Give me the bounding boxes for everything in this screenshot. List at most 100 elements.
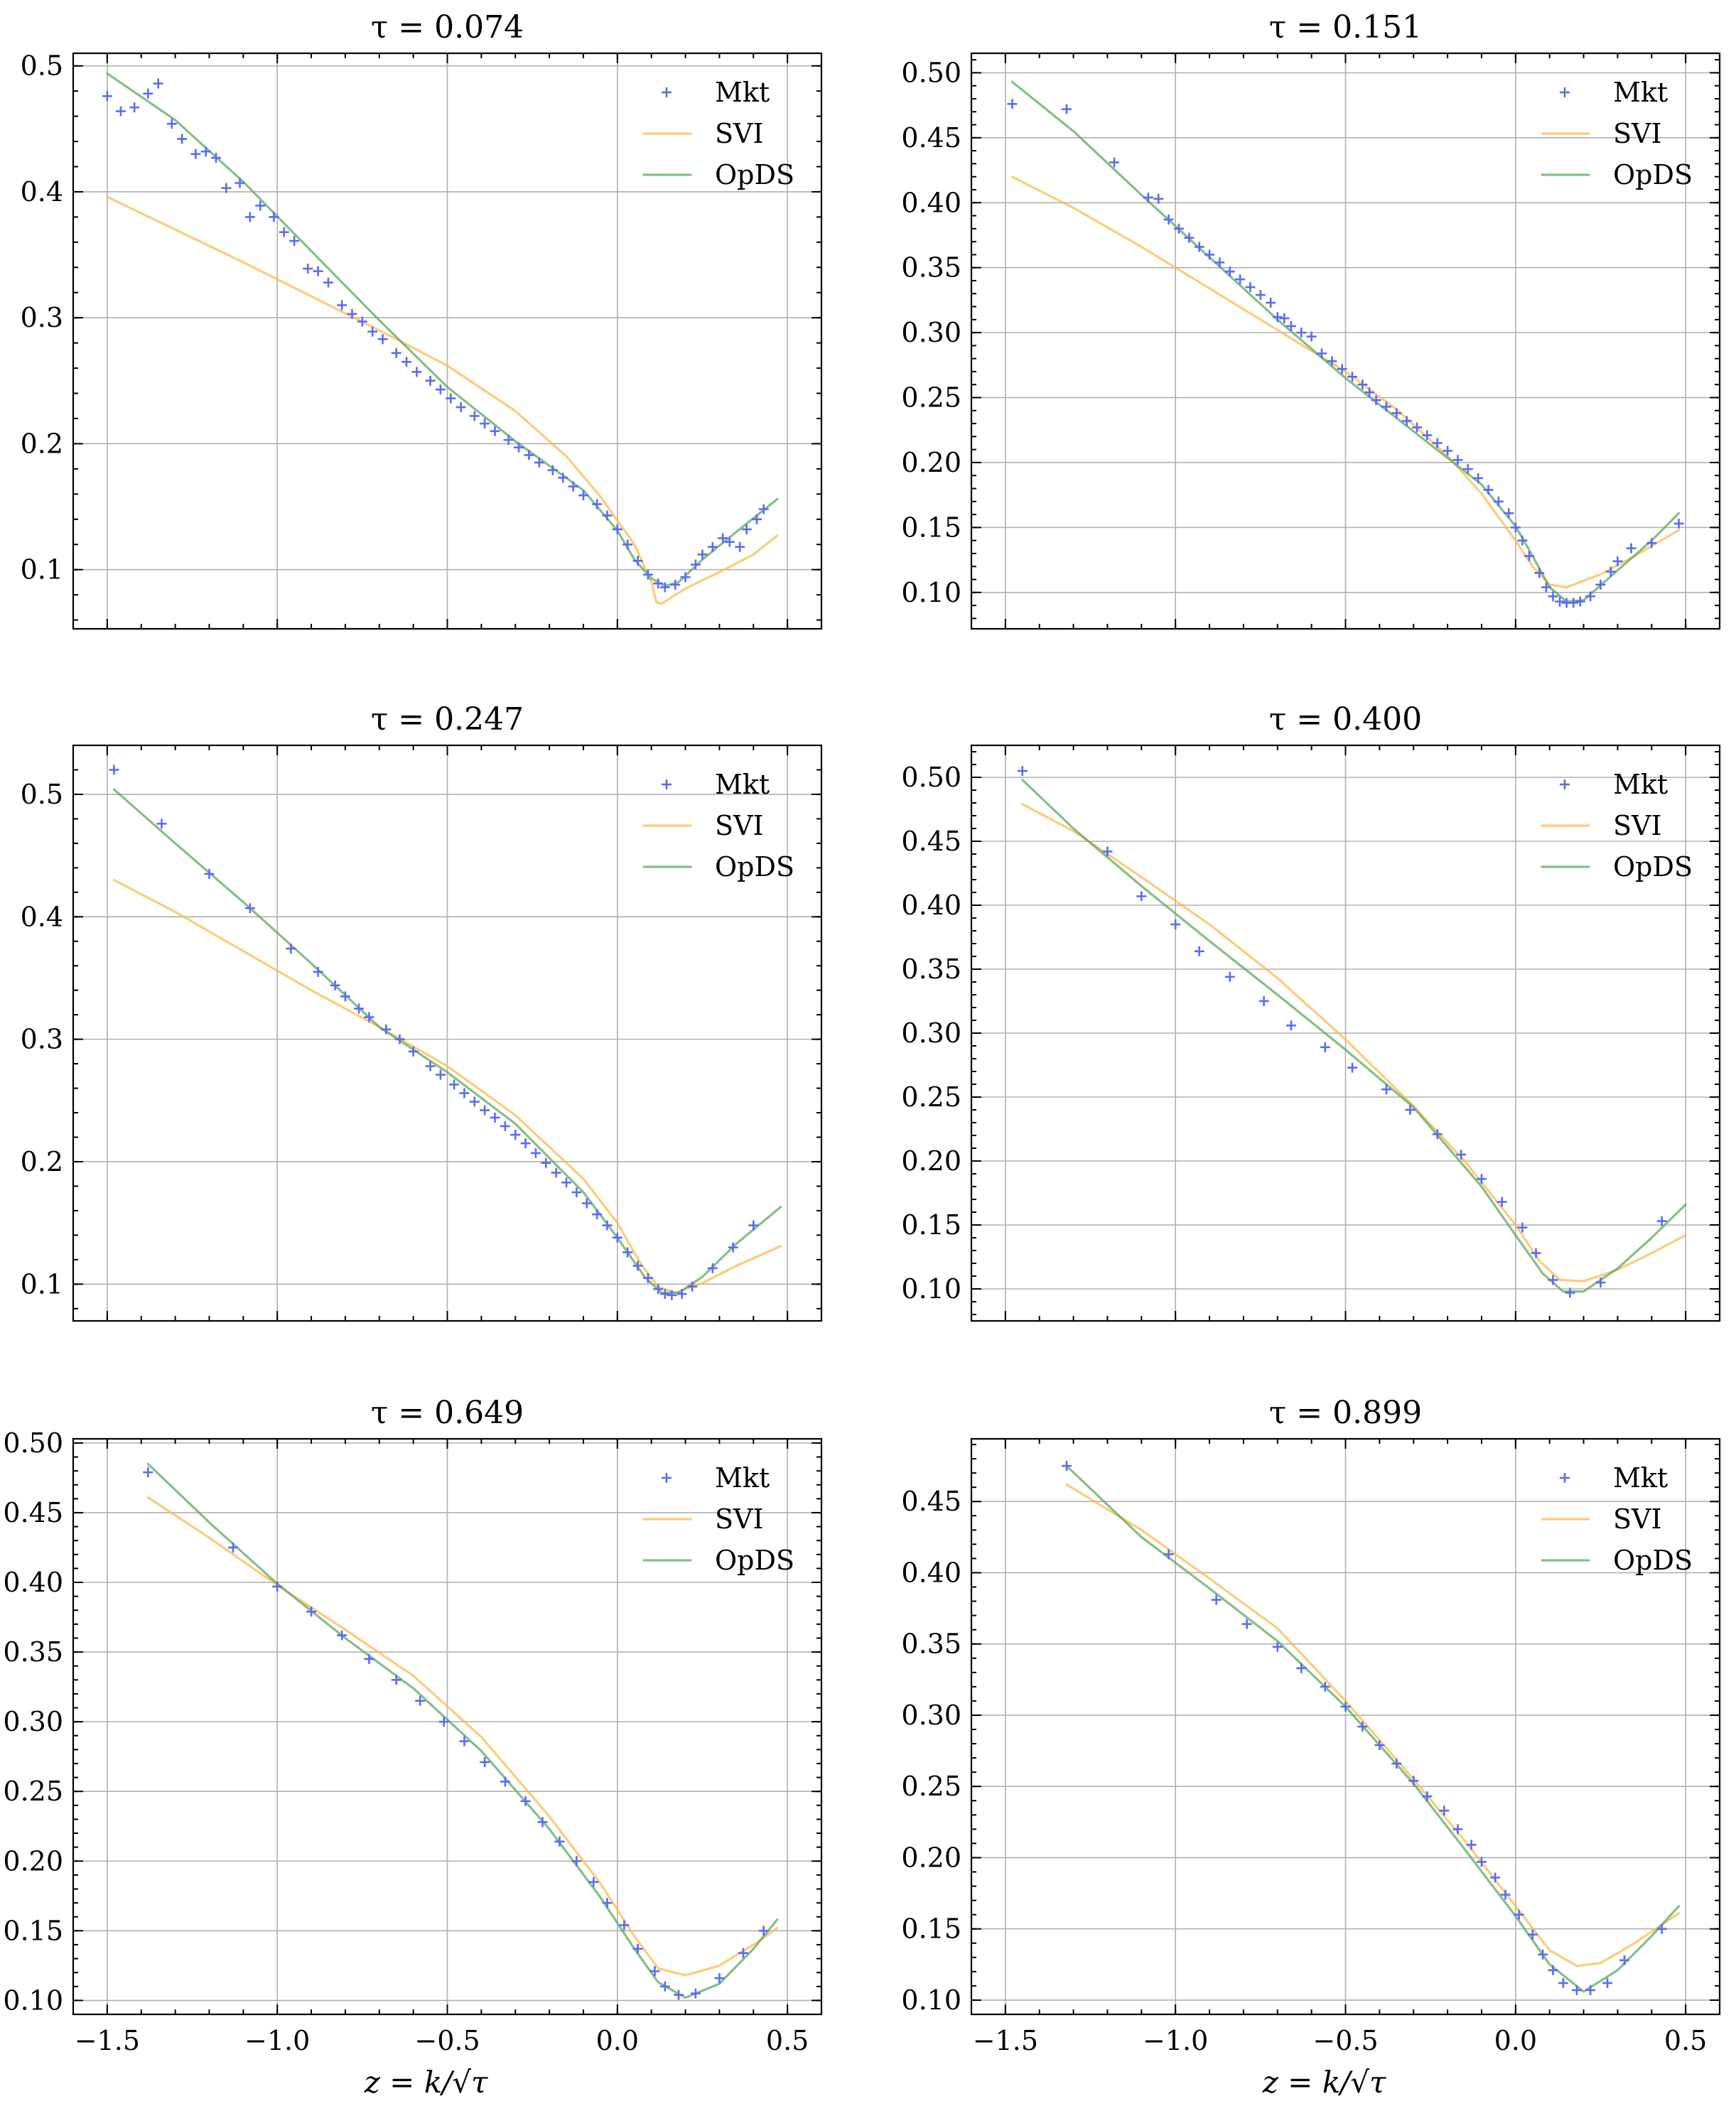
panel-5: 0.10 0.15 0.20 0.25 0.30 0.35 0.40 0.45 0.50 −1.5… bbox=[3, 1395, 823, 2100]
panel-title: τ = 0.899 bbox=[1269, 1395, 1422, 1431]
legend-label: OpDS bbox=[715, 1545, 794, 1576]
data-point-mkt bbox=[227, 1542, 238, 1553]
y-tick-label: 0.25 bbox=[901, 382, 961, 414]
data-point-mkt bbox=[632, 1943, 643, 1954]
data-point-mkt bbox=[571, 1856, 582, 1867]
data-point-mkt bbox=[1255, 290, 1266, 301]
data-point-mkt bbox=[1517, 535, 1528, 546]
legend: Mkt SVI OpDS bbox=[642, 1462, 794, 1576]
data-point-mkt bbox=[102, 91, 112, 102]
data-point-mkt bbox=[313, 966, 323, 977]
plot-area bbox=[1062, 1461, 1681, 1995]
data-point-mkt bbox=[1214, 257, 1225, 268]
data-point-mkt bbox=[534, 458, 544, 468]
data-point-mkt bbox=[490, 1112, 500, 1123]
data-point-mkt bbox=[1476, 1857, 1487, 1867]
data-point-mkt bbox=[1017, 766, 1028, 776]
legend-item-opds: OpDS bbox=[1541, 851, 1693, 882]
data-point-mkt bbox=[1432, 438, 1443, 448]
data-point-mkt bbox=[1347, 372, 1358, 382]
legend-label: Mkt bbox=[1613, 769, 1668, 800]
data-point-mkt bbox=[1391, 408, 1402, 419]
legend-item-svi: SVI bbox=[1541, 810, 1662, 841]
data-point-mkt bbox=[632, 1260, 643, 1271]
data-point-mkt bbox=[1163, 215, 1174, 225]
legend-label: OpDS bbox=[1613, 851, 1693, 882]
y-tick-label: 0.15 bbox=[901, 1209, 961, 1241]
data-point-mkt bbox=[357, 316, 367, 327]
y-tick-label: 0.1 bbox=[21, 1268, 63, 1300]
legend-item-mkt: Mkt bbox=[662, 1462, 770, 1494]
y-tick-label: 0.30 bbox=[901, 1700, 961, 1731]
data-point-mkt bbox=[446, 393, 456, 404]
data-point-mkt bbox=[1524, 551, 1534, 561]
data-point-mkt bbox=[1656, 1923, 1667, 1934]
y-tick-label: 0.25 bbox=[3, 1776, 63, 1807]
legend: Mkt SVI OpDS bbox=[1541, 77, 1693, 190]
data-point-mkt bbox=[524, 450, 534, 460]
data-point-mkt bbox=[690, 559, 701, 570]
data-point-mkt bbox=[1585, 591, 1596, 602]
legend-label: OpDS bbox=[1613, 1545, 1693, 1576]
data-point-mkt bbox=[1258, 996, 1269, 1006]
data-point-mkt bbox=[1619, 1955, 1629, 1965]
data-point-mkt bbox=[1585, 1985, 1596, 1995]
data-point-mkt bbox=[714, 1973, 725, 1984]
data-point-mkt bbox=[541, 1157, 551, 1168]
x-axis-label: z = k/√τ bbox=[364, 2065, 488, 2100]
data-point-mkt bbox=[680, 572, 691, 583]
data-point-mkt bbox=[1575, 596, 1585, 607]
data-point-mkt bbox=[1279, 313, 1290, 324]
data-point-mkt bbox=[1245, 282, 1256, 293]
legend-item-svi: SVI bbox=[642, 810, 764, 841]
data-point-mkt bbox=[1571, 1985, 1582, 1995]
data-point-mkt bbox=[1316, 348, 1327, 359]
data-point-mkt bbox=[578, 490, 588, 501]
data-point-mkt bbox=[561, 1177, 572, 1188]
data-point-mkt bbox=[244, 212, 255, 222]
legend-label: Mkt bbox=[1613, 77, 1668, 108]
panel-6: 0.10 0.15 0.20 0.25 0.30 0.35 0.40 0.45 −1.5 −1.0… bbox=[901, 1395, 1721, 2100]
data-point-mkt bbox=[602, 510, 613, 521]
data-point-mkt bbox=[255, 200, 266, 211]
y-tick-label: 0.40 bbox=[901, 1557, 961, 1588]
data-point-mkt bbox=[425, 375, 436, 386]
data-point-mkt bbox=[391, 347, 401, 358]
y-tick-label: 0.20 bbox=[901, 1842, 961, 1873]
data-point-mkt bbox=[377, 334, 388, 345]
x-tick-label: 0.5 bbox=[766, 2025, 809, 2056]
data-point-mkt bbox=[1381, 1084, 1391, 1095]
legend-label: Mkt bbox=[1613, 1462, 1668, 1494]
y-tick-label: 0.35 bbox=[3, 1636, 63, 1668]
data-point-mkt bbox=[758, 1926, 769, 1936]
data-point-mkt bbox=[313, 266, 323, 276]
data-point-mkt bbox=[272, 1581, 283, 1592]
data-point-mkt bbox=[337, 1630, 347, 1641]
data-point-mkt bbox=[364, 1653, 374, 1664]
data-point-mkt bbox=[1340, 1701, 1351, 1712]
data-point-mkt bbox=[143, 88, 153, 99]
data-point-mkt bbox=[480, 419, 490, 429]
data-point-mkt bbox=[1306, 331, 1317, 342]
data-point-mkt bbox=[177, 134, 188, 144]
data-point-mkt bbox=[394, 1034, 405, 1044]
data-point-mkt bbox=[330, 980, 340, 990]
plot-area bbox=[1007, 80, 1684, 608]
data-point-mkt bbox=[1241, 1619, 1252, 1629]
data-point-mkt bbox=[408, 1046, 419, 1057]
legend-item-opds: OpDS bbox=[642, 851, 794, 882]
data-point-mkt bbox=[143, 1467, 153, 1478]
data-point-mkt bbox=[1408, 1776, 1419, 1786]
data-point-mkt bbox=[401, 357, 412, 367]
data-point-mkt bbox=[166, 119, 177, 129]
data-point-mkt bbox=[190, 149, 201, 159]
data-point-mkt bbox=[1555, 596, 1565, 607]
x-tick-label: 0.0 bbox=[596, 2025, 639, 2056]
data-point-mkt bbox=[514, 442, 524, 453]
data-point-mkt bbox=[1412, 422, 1423, 433]
plot-area bbox=[143, 1462, 779, 2000]
data-point-mkt bbox=[659, 582, 670, 593]
data-point-mkt bbox=[1347, 1062, 1358, 1073]
data-point-mkt bbox=[676, 1289, 687, 1300]
